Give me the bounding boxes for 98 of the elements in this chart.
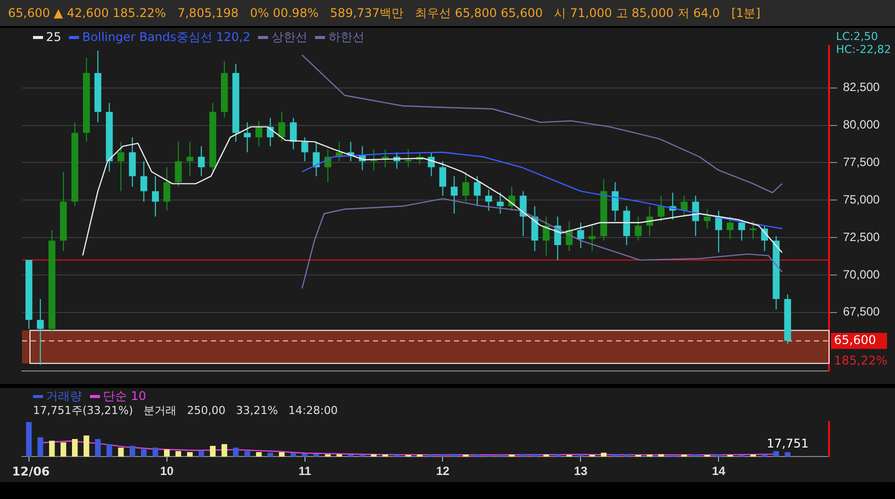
bar bbox=[84, 436, 90, 457]
candlestick bbox=[152, 176, 159, 218]
candlestick bbox=[186, 141, 194, 177]
candlestick bbox=[738, 219, 746, 242]
candlestick bbox=[680, 195, 688, 218]
candlestick bbox=[692, 195, 700, 237]
bar bbox=[658, 454, 664, 457]
bar bbox=[440, 454, 446, 457]
x-axis-title: 12/06 bbox=[12, 464, 50, 479]
bar bbox=[290, 452, 296, 457]
bar bbox=[336, 454, 342, 457]
candlestick bbox=[577, 222, 584, 249]
bar bbox=[60, 442, 66, 457]
candlestick bbox=[128, 136, 136, 188]
candlestick bbox=[520, 190, 527, 237]
bar bbox=[278, 452, 285, 457]
bar bbox=[118, 448, 124, 457]
x-tick-label: 13 bbox=[574, 464, 588, 478]
candlestick bbox=[140, 160, 148, 202]
legend-label: 25 bbox=[46, 30, 62, 44]
legend-label: Bollinger Bands중심선 120,2 bbox=[82, 30, 250, 44]
candlestick bbox=[163, 166, 170, 212]
candlestick bbox=[36, 298, 44, 366]
bar bbox=[325, 454, 331, 457]
candlestick bbox=[301, 136, 308, 162]
candlestick bbox=[174, 141, 182, 188]
y-tick-label: 82,500 bbox=[843, 80, 880, 94]
candlestick bbox=[496, 192, 504, 214]
candlestick bbox=[404, 148, 412, 168]
candlestick bbox=[439, 160, 446, 196]
candlestick bbox=[750, 220, 757, 240]
candlestick bbox=[462, 171, 470, 202]
bar bbox=[600, 452, 607, 457]
bar bbox=[49, 440, 55, 457]
bar bbox=[152, 448, 158, 457]
candlestick bbox=[290, 117, 297, 150]
x-tick-label: 11 bbox=[298, 464, 312, 478]
bar bbox=[130, 446, 136, 457]
bar bbox=[95, 438, 101, 457]
bar bbox=[140, 449, 147, 457]
text: HC:-22,82 bbox=[836, 43, 892, 56]
bar bbox=[784, 452, 790, 457]
bar bbox=[187, 452, 193, 457]
bar bbox=[554, 454, 560, 457]
x-tick-label: 14 bbox=[712, 464, 726, 478]
candlestick bbox=[588, 225, 596, 252]
legend-label: 거래량 bbox=[46, 389, 82, 403]
candlestick bbox=[255, 120, 262, 147]
y-tick-label: 77,500 bbox=[843, 155, 880, 170]
y-tick-label: 70,000 bbox=[843, 267, 880, 282]
bar bbox=[716, 454, 722, 457]
x-tick-label: 10 bbox=[160, 464, 174, 478]
bar bbox=[232, 448, 239, 457]
bar bbox=[612, 454, 618, 457]
bar bbox=[370, 454, 377, 457]
bar bbox=[175, 451, 182, 457]
candlestick bbox=[704, 208, 711, 230]
bar bbox=[302, 454, 308, 457]
legend-label: 하한선 bbox=[328, 30, 364, 44]
y-tick-label: 67,500 bbox=[843, 304, 880, 319]
bar bbox=[26, 422, 32, 457]
bar bbox=[72, 438, 78, 457]
x-tick-label: 12 bbox=[436, 464, 450, 478]
candlestick bbox=[370, 148, 378, 171]
bar bbox=[267, 452, 274, 457]
candlestick bbox=[450, 176, 458, 214]
ref-line-label: 65,600 bbox=[834, 332, 876, 347]
chart-subtitle: 65,600 ▲ 42,600 185.22% 7,805,198 0% 00.98% 589,737백만 최우선 65,800 65,600 시 71,000 고 85,000 저 64,0 [1분] bbox=[0, 0, 895, 26]
candlestick bbox=[117, 141, 124, 192]
bar bbox=[244, 451, 250, 457]
candlestick bbox=[726, 216, 734, 240]
candlestick bbox=[612, 182, 619, 222]
candlestick bbox=[658, 195, 665, 222]
y-tick-label: 75,000 bbox=[843, 192, 880, 206]
candlestick bbox=[244, 122, 251, 153]
annotation: 17,751 bbox=[766, 436, 809, 451]
bar bbox=[106, 444, 112, 457]
bar bbox=[210, 446, 216, 457]
bar bbox=[256, 452, 262, 457]
y-tick-label: 72,500 bbox=[843, 230, 880, 244]
legend-label: 상한선 bbox=[271, 30, 308, 44]
candlestick bbox=[485, 189, 492, 212]
bar bbox=[38, 437, 44, 457]
candlestick bbox=[278, 111, 286, 142]
bar bbox=[773, 451, 779, 457]
text: 17,751주(33,21%) 분거래 250,00 33,21% 14:28:00 bbox=[33, 404, 338, 417]
text: LC:2,50 bbox=[836, 30, 878, 43]
legend-label: 단순 10 bbox=[103, 389, 146, 403]
bar bbox=[520, 454, 526, 457]
bar bbox=[222, 444, 228, 457]
candlestick bbox=[634, 216, 642, 242]
candlestick bbox=[198, 146, 205, 177]
bar bbox=[198, 451, 204, 457]
candlestick bbox=[474, 176, 481, 207]
bar bbox=[164, 449, 170, 457]
candlestick bbox=[715, 210, 722, 254]
annotation: 185,22% bbox=[834, 353, 888, 368]
y-tick-label: 80,000 bbox=[843, 118, 880, 132]
